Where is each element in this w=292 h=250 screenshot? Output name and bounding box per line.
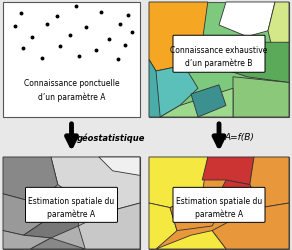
Polygon shape xyxy=(268,3,289,49)
Polygon shape xyxy=(149,157,208,208)
Polygon shape xyxy=(212,180,261,220)
Polygon shape xyxy=(233,78,289,118)
Text: Connaissance ponctuelle: Connaissance ponctuelle xyxy=(24,79,119,88)
Polygon shape xyxy=(250,157,289,208)
Text: d’un paramètre A: d’un paramètre A xyxy=(38,92,105,102)
Polygon shape xyxy=(212,203,289,249)
Polygon shape xyxy=(191,86,226,117)
Polygon shape xyxy=(3,231,51,249)
Bar xyxy=(3,3,140,117)
Polygon shape xyxy=(3,194,44,235)
Polygon shape xyxy=(219,3,275,37)
Polygon shape xyxy=(160,89,233,118)
Text: Connaissance exhaustive: Connaissance exhaustive xyxy=(170,46,268,55)
Text: géostatistique: géostatistique xyxy=(77,133,145,142)
Polygon shape xyxy=(212,43,289,83)
Polygon shape xyxy=(99,157,140,176)
FancyBboxPatch shape xyxy=(25,188,117,222)
Polygon shape xyxy=(3,157,58,203)
Text: d’un paramètre B: d’un paramètre B xyxy=(185,58,253,68)
Polygon shape xyxy=(24,217,78,238)
Polygon shape xyxy=(156,66,198,118)
FancyBboxPatch shape xyxy=(173,188,265,222)
Text: paramètre A: paramètre A xyxy=(47,208,95,218)
Polygon shape xyxy=(149,3,208,72)
Polygon shape xyxy=(156,231,226,249)
Bar xyxy=(149,3,289,117)
Polygon shape xyxy=(78,203,140,249)
Polygon shape xyxy=(30,238,85,249)
Polygon shape xyxy=(51,157,140,212)
Bar xyxy=(3,157,140,249)
Polygon shape xyxy=(149,203,177,249)
Text: paramètre A: paramètre A xyxy=(195,208,243,218)
Polygon shape xyxy=(149,60,174,118)
Text: Estimation spatiale du: Estimation spatiale du xyxy=(176,196,262,205)
Text: Estimation spatiale du: Estimation spatiale du xyxy=(28,196,115,205)
FancyBboxPatch shape xyxy=(173,36,265,73)
Text: A=f(B): A=f(B) xyxy=(224,133,254,142)
Bar xyxy=(149,157,289,249)
Polygon shape xyxy=(170,194,226,231)
Polygon shape xyxy=(202,157,254,185)
